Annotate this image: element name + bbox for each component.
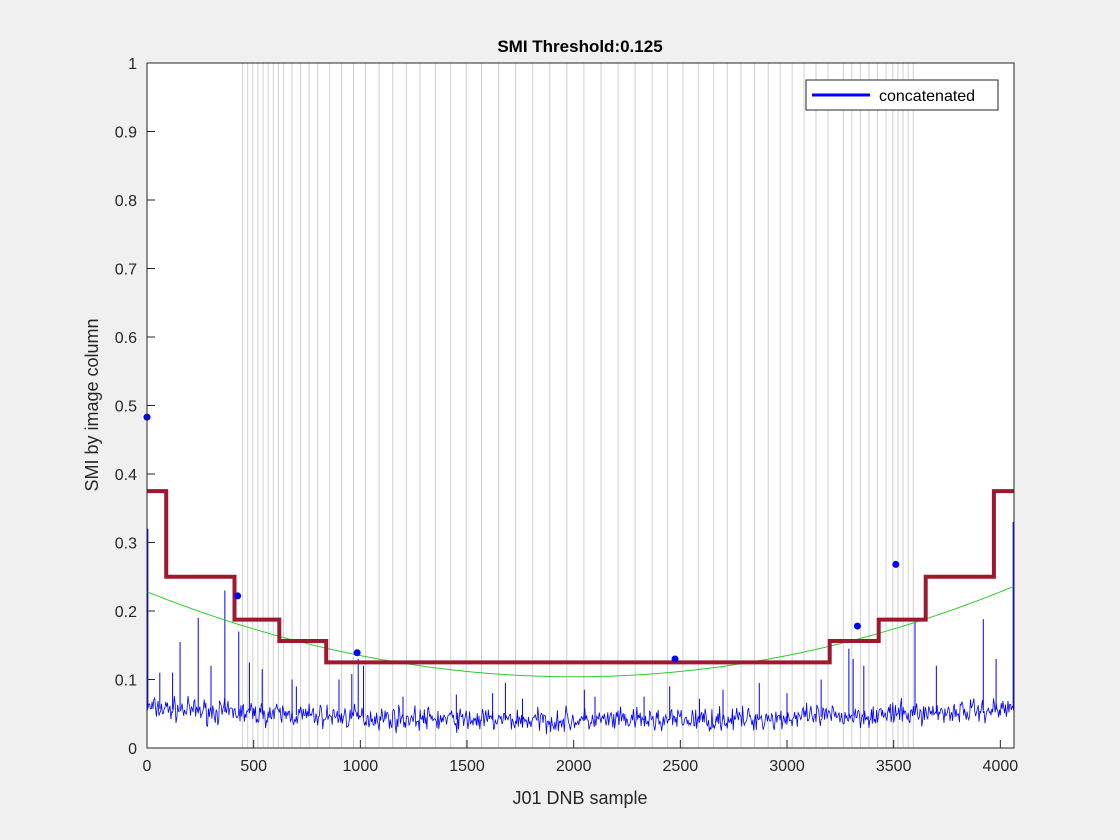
legend-label-concatenated: concatenated (879, 88, 975, 105)
scatter-point-4 (853, 622, 861, 630)
y-tick-label-4: 0.4 (115, 467, 137, 484)
scatter-point-1 (234, 592, 242, 600)
x-tick-label-8: 4000 (983, 758, 1019, 775)
chart-title: SMI Threshold:0.125 (497, 37, 662, 56)
plot-area-background (147, 63, 1014, 748)
x-tick-label-6: 3000 (769, 758, 805, 775)
step-threshold-line (147, 489, 1014, 665)
scatter-point-3 (671, 655, 679, 663)
x-tick-label-1: 500 (240, 758, 267, 775)
y-tick-label-1: 0.1 (115, 673, 137, 690)
step-threshold-series (147, 489, 1014, 665)
scatter-point-2 (353, 649, 361, 657)
x-axis-label: J01 DNB sample (512, 788, 647, 808)
y-tick-label-10: 1 (128, 56, 137, 73)
y-axis-ticks: 0 0.1 0.2 0.3 0.4 0.5 0.6 0.7 0.8 0.9 1 (115, 56, 155, 758)
y-tick-label-6: 0.6 (115, 330, 137, 347)
x-tick-label-7: 3500 (876, 758, 912, 775)
vertical-marker-lines (242, 63, 914, 748)
y-axis-label: SMI by image column (82, 318, 102, 491)
y-tick-label-5: 0.5 (115, 399, 137, 416)
y-tick-label-2: 0.2 (115, 604, 137, 621)
concatenated-trace-line (146, 695, 1015, 735)
scatter-point-5 (892, 560, 900, 568)
x-tick-label-4: 2000 (556, 758, 592, 775)
x-tick-label-2: 1000 (343, 758, 379, 775)
scatter-points (143, 413, 900, 663)
x-tick-label-3: 1500 (449, 758, 485, 775)
y-tick-label-3: 0.3 (115, 536, 137, 553)
x-tick-label-0: 0 (143, 758, 152, 775)
x-tick-label-5: 2500 (663, 758, 699, 775)
y-tick-label-7: 0.7 (115, 262, 137, 279)
x-axis-ticks: 0 500 1000 1500 2000 2500 3000 3500 4000 (143, 740, 1019, 775)
y-tick-label-0: 0 (128, 741, 137, 758)
y-tick-label-8: 0.8 (115, 193, 137, 210)
y-tick-label-9: 0.9 (115, 125, 137, 142)
legend[interactable]: concatenated (805, 79, 999, 111)
concatenated-series (146, 521, 1015, 735)
